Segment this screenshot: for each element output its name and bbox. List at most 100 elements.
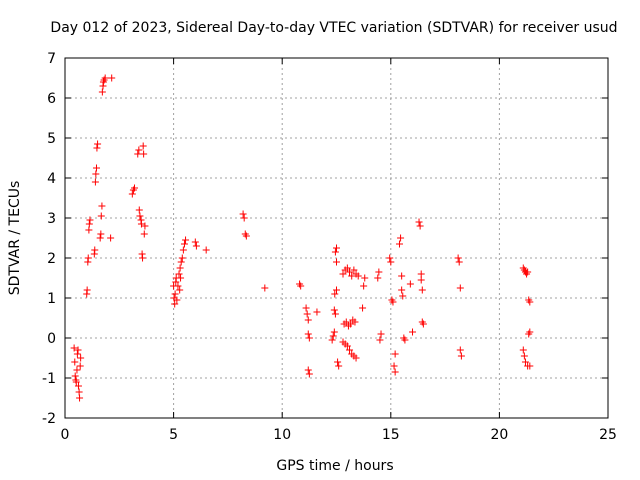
data-point — [406, 280, 414, 288]
data-point — [520, 352, 528, 360]
data-point — [242, 232, 250, 240]
data-point — [91, 178, 99, 186]
y-tick-label: 7 — [47, 51, 56, 67]
data-point — [135, 206, 143, 214]
x-tick-labels: 0 5 10 15 20 25 — [61, 427, 617, 443]
data-point — [77, 354, 85, 362]
data-point — [76, 394, 84, 402]
data-point — [526, 362, 534, 370]
data-point — [85, 226, 93, 234]
data-point — [71, 372, 79, 380]
data-point — [389, 298, 397, 306]
data-point — [343, 342, 351, 350]
data-point — [330, 306, 338, 314]
data-point — [75, 388, 83, 396]
data-point — [97, 212, 105, 220]
y-tick-label: -2 — [42, 411, 56, 427]
data-point — [387, 258, 395, 266]
data-point — [398, 286, 406, 294]
data-point — [333, 258, 340, 266]
data-point — [305, 370, 313, 378]
data-point — [401, 336, 409, 344]
data-point — [182, 236, 190, 244]
data-point — [297, 282, 305, 290]
data-point — [352, 354, 360, 362]
x-tick-label: 0 — [61, 427, 70, 443]
data-point — [94, 140, 102, 148]
data-point — [74, 382, 82, 390]
data-point — [131, 184, 139, 192]
data-point — [73, 350, 81, 358]
x-tick-label: 10 — [273, 427, 291, 443]
data-point — [454, 254, 462, 262]
data-point — [171, 290, 179, 298]
data-point — [176, 264, 184, 272]
data-point — [386, 254, 394, 262]
data-point — [333, 286, 340, 294]
data-point — [71, 358, 79, 366]
data-point — [304, 366, 312, 374]
y-tick-label: -1 — [42, 371, 56, 387]
data-point — [108, 74, 116, 82]
data-point — [351, 318, 359, 326]
data-point — [417, 270, 425, 278]
y-tick-label: 1 — [47, 291, 56, 307]
data-point — [140, 150, 148, 158]
data-point — [397, 234, 405, 242]
data-point — [361, 274, 369, 282]
data-point — [456, 346, 464, 354]
data-point — [85, 220, 93, 228]
grid — [65, 58, 608, 418]
data-point — [192, 242, 200, 250]
data-point — [176, 286, 184, 294]
data-point — [179, 246, 187, 254]
data-point — [240, 214, 248, 222]
data-point — [395, 240, 403, 248]
data-point — [391, 350, 399, 358]
data-point — [339, 270, 347, 278]
data-point — [174, 282, 182, 290]
data-point — [101, 74, 109, 82]
data-point — [342, 318, 350, 326]
data-point — [524, 268, 532, 276]
data-point — [305, 334, 313, 342]
data-point — [526, 298, 534, 306]
data-point — [175, 270, 183, 278]
data-point — [177, 258, 185, 266]
data-point — [139, 142, 147, 150]
data-point — [346, 268, 354, 276]
data-point — [92, 170, 100, 178]
data-point — [391, 368, 399, 376]
data-point — [418, 286, 426, 294]
data-point — [455, 258, 463, 266]
y-tick-label: 0 — [47, 331, 56, 347]
data-point — [375, 268, 383, 276]
data-point — [526, 328, 534, 336]
data-point — [261, 284, 269, 292]
data-point — [333, 244, 340, 252]
data-point — [180, 240, 188, 248]
data-point — [107, 234, 115, 242]
data-point — [303, 310, 311, 318]
data-point — [359, 304, 367, 312]
data-point — [178, 254, 186, 262]
data-point — [331, 248, 339, 256]
x-tick-label: 20 — [490, 427, 508, 443]
data-point — [417, 276, 425, 284]
data-point — [70, 344, 78, 352]
data-point — [343, 264, 351, 272]
data-point — [347, 320, 355, 328]
x-axis-label: GPS time / hours — [276, 458, 393, 474]
y-tick-labels: -2 -1 0 1 2 3 4 5 6 7 — [42, 51, 56, 427]
data-point — [457, 352, 465, 360]
data-point — [128, 190, 136, 198]
data-point — [92, 164, 100, 172]
data-point — [313, 308, 321, 316]
y-tick-label: 5 — [47, 131, 56, 147]
data-point — [456, 284, 464, 292]
data-point — [304, 330, 312, 338]
data-point — [98, 88, 106, 96]
data-point — [140, 230, 148, 238]
data-point — [93, 144, 101, 152]
y-tick-label: 4 — [47, 171, 56, 187]
